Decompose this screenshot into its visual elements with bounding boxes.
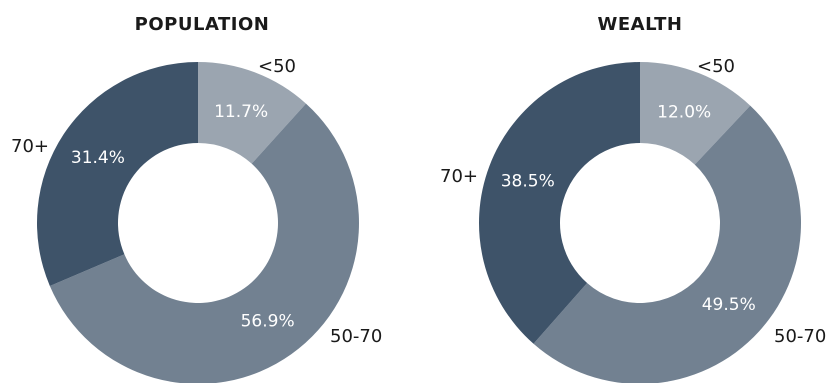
slice-percent-label: 31.4% — [71, 148, 125, 168]
slice-percent-label: 56.9% — [241, 312, 295, 332]
donut-hole — [118, 143, 278, 303]
slice-category-label: 50-70 — [330, 326, 382, 347]
donut-slice-70-plus — [478, 62, 640, 344]
slice-percent-label: 11.7% — [214, 102, 268, 122]
slice-percent-label: 49.5% — [702, 295, 756, 315]
donut-hole — [560, 143, 720, 303]
slice-percent-label: 12.0% — [657, 102, 711, 122]
donut-slice-under-50 — [198, 62, 306, 164]
donut-slice-50-70 — [533, 105, 801, 383]
slice-category-label: 50-70 — [774, 326, 826, 347]
population-donut-chart: 11.7% <50 56.9% 50-70 31.4% 70+ — [11, 56, 382, 383]
slice-category-label: <50 — [258, 56, 296, 77]
donut-slice-50-70 — [49, 103, 359, 383]
population-chart-title: POPULATION — [135, 14, 270, 35]
slice-category-label: <50 — [697, 56, 735, 77]
wealth-donut-chart: 12.0% <50 49.5% 50-70 38.5% 70+ — [440, 56, 826, 383]
slice-percent-label: 38.5% — [501, 172, 555, 192]
slice-category-label: 70+ — [440, 166, 478, 187]
donut-slice-under-50 — [640, 62, 751, 165]
wealth-chart-title: WEALTH — [598, 14, 683, 35]
slice-category-label: 70+ — [11, 136, 49, 157]
donut-slice-70-plus — [36, 61, 199, 287]
